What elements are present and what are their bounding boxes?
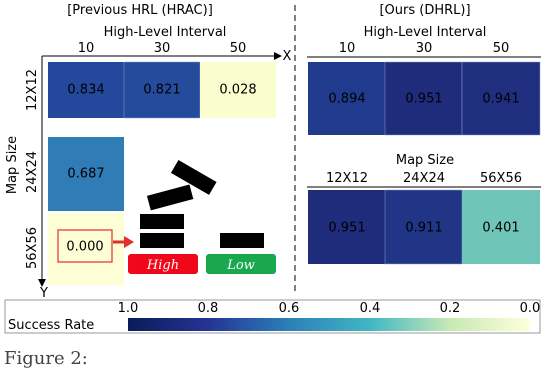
colorbar-tick: 1.0 xyxy=(118,301,139,316)
cell-value: 0.951 xyxy=(405,92,442,107)
highlight-box xyxy=(57,229,113,263)
cell-value: 0.687 xyxy=(67,167,104,182)
x-tick: 30 xyxy=(154,41,171,56)
y-tick: 12X12 xyxy=(25,69,40,111)
colorbar-tick: 0.8 xyxy=(198,301,219,316)
left-heatmap: 0.834 0.821 0.028 0.687 0.000 xyxy=(48,61,276,285)
cell-value: 0.401 xyxy=(482,221,519,236)
map-tick: 24X24 xyxy=(403,171,445,186)
cell-value: 0.028 xyxy=(219,83,256,98)
x-axis-title: High-Level Interval xyxy=(364,25,487,40)
left-title: [Previous HRL (HRAC)] xyxy=(67,3,213,18)
x-tick: 50 xyxy=(493,41,510,56)
y-axis-title: Map Size xyxy=(5,136,20,194)
cell xyxy=(462,190,540,264)
cell xyxy=(48,137,124,211)
y-letter: Y xyxy=(39,286,48,301)
low-label: Low xyxy=(226,258,255,273)
x-axis-title: High-Level Interval xyxy=(104,25,227,40)
cell xyxy=(461,61,541,136)
map-tick: 56X56 xyxy=(480,171,522,186)
cell xyxy=(48,62,124,118)
colorbar-tick: 0.2 xyxy=(440,301,461,316)
colorbar-tick: 0.0 xyxy=(520,301,541,316)
cell-value: 0.941 xyxy=(482,92,519,107)
blocks-illustration: High Low xyxy=(128,159,276,274)
cell-value: 0.911 xyxy=(405,221,442,236)
map-title: Map Size xyxy=(396,153,454,168)
x-tick: 10 xyxy=(78,41,95,56)
colorbar xyxy=(128,318,530,331)
x-tick: 50 xyxy=(230,41,247,56)
colorbar-tick: 0.4 xyxy=(360,301,381,316)
cell-value: 0.951 xyxy=(328,221,365,236)
cell xyxy=(384,189,463,265)
cell xyxy=(308,62,385,135)
right-bottom-heatmap: 0.951 0.911 0.401 xyxy=(308,189,540,265)
cell xyxy=(200,62,276,118)
x-tick: 10 xyxy=(339,41,356,56)
caption: Figure 2: xyxy=(4,348,88,369)
colorbar-title: Success Rate xyxy=(8,318,94,333)
right-title: [Ours (DHRL)] xyxy=(379,3,470,18)
cell xyxy=(384,61,463,136)
cell-value: 0.834 xyxy=(67,83,104,98)
x-tick: 30 xyxy=(416,41,433,56)
cell-value: 0.821 xyxy=(143,83,180,98)
cell-value: 0.000 xyxy=(66,240,103,255)
colorbar-frame xyxy=(4,299,541,334)
high-label: High xyxy=(146,258,179,273)
cell xyxy=(48,213,124,285)
cell xyxy=(123,61,201,119)
cell-value: 0.894 xyxy=(328,92,365,107)
colorbar-ticks: 1.0 0.8 0.6 0.4 0.2 0.0 xyxy=(118,301,541,316)
cell xyxy=(308,190,385,264)
x-letter: X xyxy=(283,49,292,64)
map-tick: 12X12 xyxy=(326,171,368,186)
colorbar-tick: 0.6 xyxy=(279,301,300,316)
right-top-heatmap: 0.894 0.951 0.941 xyxy=(308,61,541,136)
red-arrow-head xyxy=(124,236,134,248)
y-tick: 24X24 xyxy=(25,151,40,193)
y-tick: 56X56 xyxy=(25,227,40,269)
